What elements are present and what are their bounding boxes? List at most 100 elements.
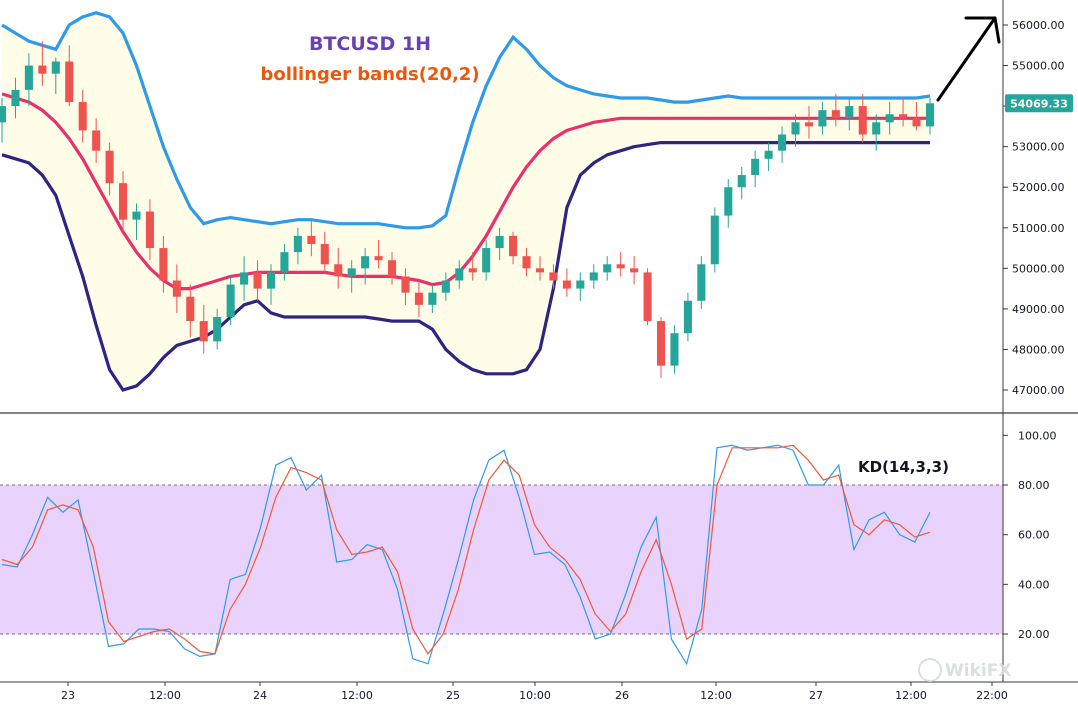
candle-body: [186, 296, 195, 322]
candle-body: [78, 102, 87, 131]
candle: [0, 98, 7, 143]
bollinger-lower-line: [1, 141, 930, 392]
time-axis[interactable]: 23 12:00 24 12:00 25 10:00 26 12:00 27 12:00 22:00: [61, 682, 1008, 702]
candle: [737, 166, 746, 200]
kd-panel[interactable]: [0, 444, 1003, 666]
candle: [643, 268, 652, 326]
candle-body: [670, 333, 679, 366]
candle: [280, 244, 289, 281]
candle: [630, 256, 639, 285]
time-tick-label: 24: [253, 689, 267, 702]
price-tick-label: 50000.00: [1012, 262, 1065, 275]
candle-body: [11, 89, 20, 107]
price-tick-label: 55000.00: [1012, 60, 1065, 73]
candle: [320, 231, 329, 273]
candle: [132, 203, 141, 240]
candle: [468, 252, 477, 281]
price-tick-label: 47000.00: [1012, 384, 1065, 397]
kd-tick-label: 40.00: [1018, 578, 1050, 591]
candle: [374, 239, 383, 269]
candle: [334, 248, 343, 289]
last-price-badge: 54069.33: [1005, 94, 1073, 113]
candle: [266, 264, 276, 305]
kd-series-group: [1, 444, 931, 666]
candle-body: [374, 256, 383, 261]
candle-body: [172, 280, 181, 297]
candle-body: [724, 187, 733, 216]
candle-body: [280, 252, 289, 273]
candle: [51, 57, 60, 94]
kd-overbought-oversold-band: [0, 485, 1003, 634]
candle-body: [428, 292, 437, 305]
time-tick-label: 10:00: [519, 689, 551, 702]
candle-body: [361, 256, 370, 269]
candle: [482, 239, 491, 281]
candle: [562, 268, 571, 297]
candle: [253, 260, 262, 301]
candle: [616, 252, 625, 277]
candle-body: [199, 321, 208, 342]
candle-body: [253, 272, 262, 289]
kd-tick-label: 20.00: [1018, 628, 1050, 641]
up-arrow-icon: [936, 16, 1001, 102]
candle: [428, 284, 437, 313]
candle: [414, 280, 423, 317]
candle-body: [226, 284, 235, 317]
price-tick-label: 48000.00: [1012, 343, 1065, 356]
candle: [159, 235, 168, 293]
kd-tick-label: 60.00: [1018, 529, 1050, 542]
candle-body: [656, 321, 666, 366]
candle-body: [159, 248, 168, 281]
candle: [92, 118, 101, 163]
time-tick-label: 23: [61, 689, 75, 702]
price-tick-label: 52000.00: [1012, 181, 1065, 194]
candle: [818, 102, 827, 135]
candle: [656, 317, 666, 378]
candle: [199, 304, 208, 354]
candle-body: [51, 61, 60, 74]
last-price-label: 54069.33: [1010, 97, 1068, 110]
time-tick-label: 22:00: [976, 689, 1008, 702]
candle-body: [132, 211, 141, 220]
candle-body: [414, 292, 423, 305]
candle-body: [791, 122, 800, 135]
candle: [495, 227, 504, 261]
kd-title: KD(14,3,3): [858, 458, 949, 476]
candle: [831, 93, 840, 127]
candle-body: [401, 276, 410, 293]
candle-body: [831, 110, 840, 119]
candle-body: [697, 264, 706, 301]
candle: [387, 252, 397, 285]
candle-body: [899, 114, 908, 119]
price-tick-label: 49000.00: [1012, 303, 1065, 316]
candle: [213, 308, 222, 350]
time-tick-label: 12:00: [700, 689, 732, 702]
candle-body: [737, 175, 746, 188]
price-panel[interactable]: [0, 11, 935, 392]
candle-body: [347, 268, 356, 277]
candle: [119, 171, 128, 232]
candlestick-series: [0, 41, 935, 378]
candle-body: [293, 235, 302, 253]
time-tick-label: 12:00: [341, 689, 373, 702]
candle: [307, 219, 316, 257]
candle: [697, 256, 706, 309]
candle-body: [213, 317, 222, 342]
candle: [710, 207, 719, 273]
candle-body: [683, 300, 692, 334]
candle-body: [105, 150, 114, 184]
price-tick-label: 53000.00: [1012, 141, 1065, 154]
chart-title: BTCUSD 1H: [309, 33, 431, 55]
candle: [172, 264, 181, 313]
kd-tick-label: 100.00: [1018, 429, 1057, 442]
candle: [105, 142, 114, 196]
candle-body: [778, 134, 787, 151]
candle-body: [885, 114, 894, 123]
candle-body: [495, 235, 504, 249]
kd-axis[interactable]: 20.00 40.00 60.00 80.00 100.00: [1003, 429, 1057, 641]
candle: [670, 325, 679, 374]
candle: [24, 53, 33, 107]
price-axis[interactable]: 47000.00 48000.00 49000.00 50000.00 51000.00…: [1003, 19, 1065, 397]
kd-tick-label: 80.00: [1018, 479, 1050, 492]
candle: [347, 260, 356, 293]
